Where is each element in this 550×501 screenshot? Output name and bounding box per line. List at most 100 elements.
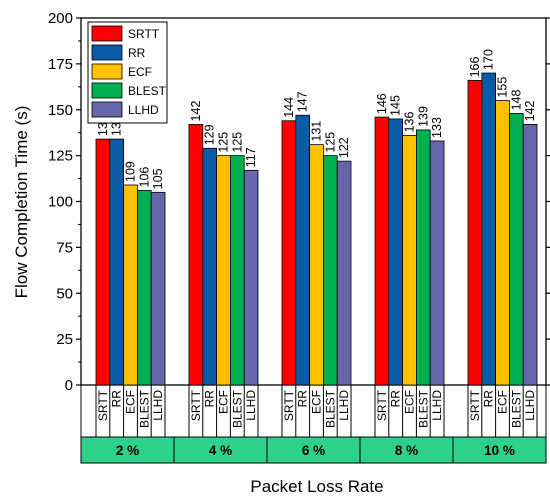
bar-category-label: SRTT <box>468 389 482 421</box>
bar-category-label: LLHD <box>430 390 444 421</box>
group-band <box>359 436 454 464</box>
bar-category-label: RR <box>296 390 310 408</box>
bar-category-label: RR <box>389 390 403 408</box>
bar <box>216 155 231 386</box>
bar <box>136 190 152 386</box>
bar-category-label: ECF <box>496 390 510 414</box>
legend: SRTT RR ECF BLEST LLHD <box>87 21 168 124</box>
data-label: 133 <box>430 117 444 138</box>
bar <box>495 100 510 386</box>
y-tick-label: 25 <box>56 331 73 348</box>
bar-category-label: RR <box>482 390 496 408</box>
legend-label: RR <box>128 46 146 60</box>
data-label: 147 <box>296 91 310 112</box>
y-tick-label: 150 <box>48 102 73 119</box>
bar <box>522 124 538 386</box>
bar <box>229 155 245 386</box>
x-axis-title: Packet Loss Rate <box>250 477 383 496</box>
bar-category-label: ECF <box>310 390 324 414</box>
data-label: 125 <box>217 132 231 153</box>
legend-swatch <box>91 101 123 118</box>
bar <box>309 144 324 386</box>
legend-swatch <box>91 63 123 80</box>
data-label: 122 <box>337 137 351 158</box>
legend-label: LLHD <box>128 103 159 117</box>
bar <box>123 184 138 386</box>
bar-category-label: BLEST <box>323 389 337 428</box>
y-tick-label: 200 <box>48 10 73 27</box>
bar <box>481 72 496 386</box>
bar-category-label: BLEST <box>230 389 244 428</box>
bar-category-label: BLEST <box>137 389 151 428</box>
data-label: 109 <box>124 161 138 182</box>
y-tick-label: 50 <box>56 285 73 302</box>
bar-category-label: LLHD <box>523 390 537 421</box>
group-label: 4 % <box>209 443 232 458</box>
data-label: 142 <box>523 101 537 122</box>
data-label: 170 <box>482 49 496 70</box>
bar-category-label: SRTT <box>375 389 389 421</box>
bar <box>150 191 166 386</box>
bar <box>467 79 483 386</box>
y-tick-label: 0 <box>65 377 73 394</box>
bar <box>109 138 125 386</box>
bar <box>322 155 338 386</box>
data-label: 129 <box>203 124 217 145</box>
y-tick-label: 100 <box>48 194 73 211</box>
group-label: 2 % <box>116 443 139 458</box>
bar <box>281 120 297 386</box>
group-label: 6 % <box>302 443 325 458</box>
bar-category-label: ECF <box>403 390 417 414</box>
bar <box>336 160 352 386</box>
bar-category-label: ECF <box>217 390 231 414</box>
data-label: 142 <box>189 101 203 122</box>
data-label: 166 <box>468 56 482 77</box>
legend-label: ECF <box>128 65 152 79</box>
bars <box>95 72 538 386</box>
group-label: 8 % <box>395 443 418 458</box>
bar-category-label: LLHD <box>151 390 165 421</box>
bar-category-label: SRTT <box>282 389 296 421</box>
data-label: 106 <box>137 167 151 188</box>
y-tick-label: 125 <box>48 148 73 165</box>
bar-category-label: LLHD <box>337 390 351 421</box>
data-label: 144 <box>282 97 296 118</box>
bar <box>429 140 445 386</box>
data-label: 148 <box>509 90 523 111</box>
legend-label: BLEST <box>128 84 167 98</box>
data-label: 131 <box>310 121 324 142</box>
group-band <box>266 436 361 464</box>
data-label: 117 <box>244 147 258 167</box>
data-label: 136 <box>403 112 417 133</box>
bar <box>388 118 403 386</box>
bar-category-label: SRTT <box>189 389 203 421</box>
bar-category-label: BLEST <box>509 389 523 428</box>
group-band <box>80 436 175 464</box>
y-tick-label: 75 <box>56 239 73 256</box>
data-label: 125 <box>323 132 337 153</box>
data-label: 145 <box>389 95 403 116</box>
data-label: 146 <box>375 93 389 114</box>
bar <box>202 147 218 386</box>
legend-label: SRTT <box>128 27 160 41</box>
y-tick-label: 175 <box>48 56 73 73</box>
y-axis: 0 25 50 75 100 125 150 175 200 <box>48 10 550 394</box>
bar <box>295 114 310 386</box>
bar <box>374 116 390 386</box>
bar-category-label: RR <box>110 390 124 408</box>
data-label: 155 <box>496 77 510 98</box>
bar-category-label: SRTT <box>96 389 110 421</box>
data-label: 139 <box>416 106 430 127</box>
y-axis-title: Flow Completion Time (s) <box>12 106 31 299</box>
data-label: 105 <box>151 168 165 189</box>
group-label: 10 % <box>484 443 515 458</box>
bar <box>415 129 431 386</box>
bar <box>95 138 111 386</box>
legend-swatch <box>91 82 123 99</box>
bar-category-label: BLEST <box>416 389 430 428</box>
bar-category-label: ECF <box>124 390 138 414</box>
bar <box>188 124 204 386</box>
